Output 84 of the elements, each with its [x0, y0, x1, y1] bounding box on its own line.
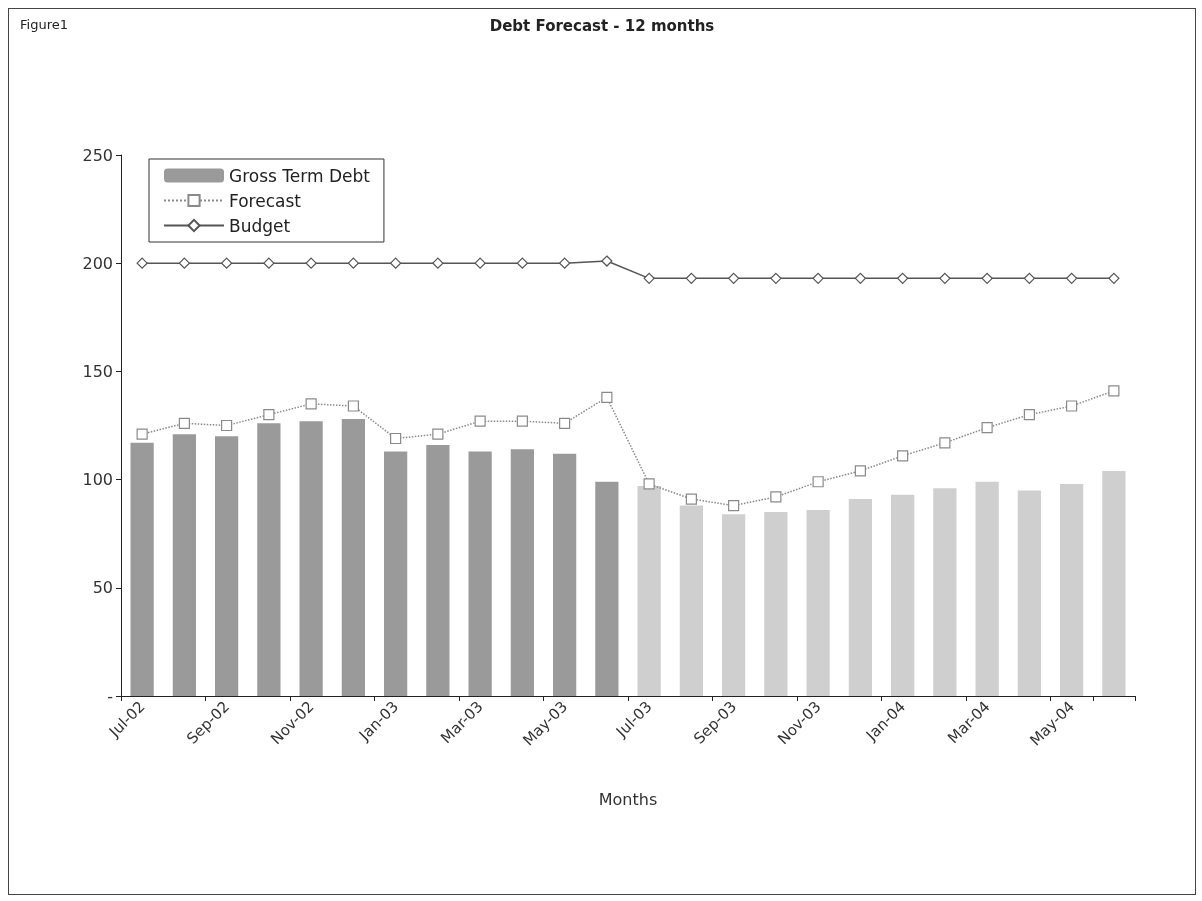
- bar: [595, 481, 619, 696]
- point: [770, 491, 782, 503]
- bar: [975, 481, 999, 696]
- point: [601, 391, 613, 403]
- point: [728, 272, 740, 284]
- bar: [553, 453, 577, 696]
- bar: [299, 421, 323, 696]
- point: [305, 257, 317, 269]
- bar: [172, 434, 196, 696]
- point: [1108, 272, 1120, 284]
- point: [178, 417, 190, 429]
- point: [516, 257, 528, 269]
- y-tick-label: -: [107, 686, 113, 706]
- point: [136, 428, 148, 440]
- point: [770, 272, 782, 284]
- point: [981, 422, 993, 434]
- point: [601, 255, 613, 267]
- point: [1066, 272, 1078, 284]
- bar: [341, 419, 365, 696]
- y-tick-label: 100: [82, 470, 113, 490]
- point: [221, 419, 233, 432]
- point: [981, 272, 993, 284]
- point: [474, 415, 486, 427]
- point: [643, 478, 655, 490]
- y-tick-label: 250: [82, 145, 113, 165]
- point: [1108, 385, 1120, 397]
- point: [939, 437, 951, 449]
- x-axis-title: Months: [598, 789, 658, 809]
- bar: [1102, 470, 1126, 696]
- point: [305, 398, 317, 410]
- bar: [1017, 490, 1041, 696]
- bar: [848, 499, 872, 696]
- point: [432, 257, 444, 269]
- bar: [130, 442, 154, 696]
- caption: Figure1: [20, 17, 68, 32]
- legend-label: Forecast: [229, 190, 302, 211]
- chart-title: Debt Forecast - 12 months: [489, 16, 715, 35]
- legend-label: Budget: [229, 215, 291, 236]
- point: [854, 272, 866, 284]
- point: [516, 415, 528, 427]
- point: [347, 400, 359, 412]
- point: [1066, 400, 1078, 412]
- point: [897, 272, 909, 284]
- bar: [384, 451, 408, 696]
- bar: [468, 451, 492, 696]
- point: [263, 257, 275, 269]
- bar: [679, 505, 703, 696]
- point: [559, 257, 571, 269]
- bar: [933, 488, 957, 696]
- bar: [215, 436, 239, 696]
- bar: [764, 512, 788, 696]
- bar: [426, 444, 450, 696]
- point: [812, 476, 824, 488]
- point: [685, 493, 697, 505]
- y-tick-label: 200: [82, 253, 113, 273]
- point: [136, 257, 148, 269]
- point: [390, 257, 402, 269]
- bar: [257, 423, 281, 696]
- point: [1023, 409, 1035, 421]
- point: [263, 409, 275, 421]
- point: [178, 257, 190, 269]
- bar: [637, 486, 661, 696]
- bar: [722, 514, 746, 696]
- point: [221, 257, 233, 269]
- point: [432, 428, 444, 440]
- legend-label: Gross Term Debt: [229, 165, 371, 186]
- bar: [510, 449, 534, 696]
- point: [390, 432, 402, 445]
- y-tick-label: 150: [82, 361, 113, 381]
- y-tick-label: 50: [92, 578, 113, 598]
- point: [939, 272, 951, 284]
- point: [474, 257, 486, 269]
- point: [812, 272, 824, 284]
- bar: [1060, 483, 1084, 696]
- bar: [891, 494, 915, 696]
- point: [559, 417, 571, 429]
- point: [347, 257, 359, 269]
- point: [728, 499, 740, 512]
- bar: [806, 509, 830, 696]
- point: [897, 450, 909, 462]
- point: [854, 465, 866, 477]
- point: [1023, 272, 1035, 284]
- point: [685, 272, 697, 284]
- point: [643, 272, 655, 284]
